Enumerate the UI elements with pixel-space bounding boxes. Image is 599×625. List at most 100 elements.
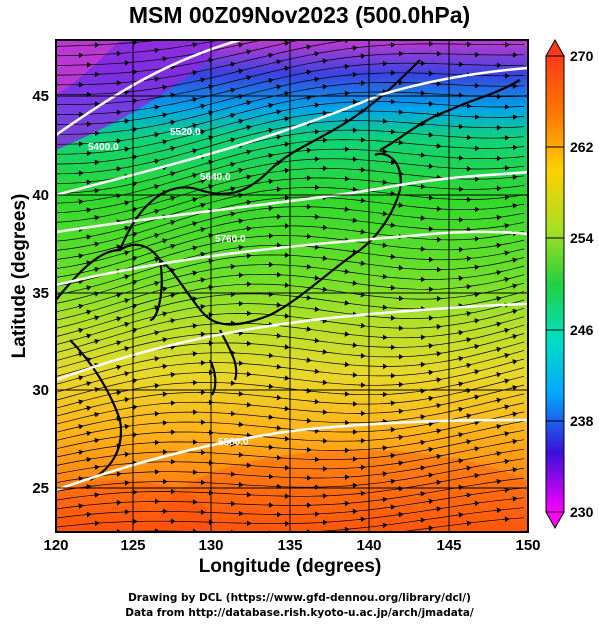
wind-arrow [396,460,404,466]
wind-arrow [266,205,274,211]
wind-arrow [434,506,442,512]
y-tick-label: 25 [32,480,49,497]
wind-arrow [198,251,206,258]
wind-arrow [152,383,160,389]
wind-arrow [76,476,84,482]
wind-arrow [464,337,472,343]
wind-arrow [320,84,328,90]
wind-arrow [114,364,122,371]
wind-arrow [282,167,290,174]
wind-arrow [358,516,366,523]
wind-arrow [350,45,358,51]
wind-arrow [282,375,290,381]
wind-arrow [502,516,510,523]
wind-arrow [510,283,518,289]
x-tick-label: 140 [356,537,381,554]
wind-arrow [114,138,122,144]
wind-arrow [494,507,502,514]
wind-arrow [274,363,282,370]
wind-arrow [84,511,92,518]
wind-arrow [502,431,510,437]
wind-arrow [396,202,404,208]
wind-arrow [456,512,464,518]
wind-arrow [244,75,252,81]
wind-arrow [464,439,472,445]
wind-arrow [502,250,510,256]
wind-arrow [282,40,290,47]
wind-arrow [494,242,502,249]
wind-arrow [190,221,198,227]
colorbar-label: 246 [570,322,594,338]
wind-arrow [198,178,206,184]
wind-arrow [464,492,472,499]
credit-line-2: Data from http://database.rish.kyoto-u.a… [125,607,474,619]
wind-arrow [426,421,434,427]
y-tick-label: 45 [32,88,49,105]
wind-arrow [282,344,290,350]
wind-arrow [152,411,160,417]
wind-arrow [130,327,138,333]
wind-arrow [358,228,366,235]
wind-arrow [274,134,282,140]
y-axis-label: Latitude (degrees) [9,193,30,359]
wind-arrow [160,391,168,397]
wind-arrow [304,326,312,332]
wind-arrow [282,90,290,97]
wind-arrow [304,294,312,301]
wind-arrow [76,303,84,310]
wind-arrow [320,286,328,293]
wind-arrow [152,158,160,164]
wind-arrow [305,21,311,22]
wind-arrow [381,36,387,37]
wind-arrow [456,432,464,438]
wind-arrow [396,265,404,271]
wind-arrow [84,234,92,240]
wind-arrow [84,430,92,437]
wind-arrow [122,146,130,153]
wind-arrow [130,181,138,187]
wind-arrow [244,149,252,155]
wind-arrow [92,241,100,247]
wind-arrow [274,186,282,193]
plot-frame [55,39,529,533]
wind-arrow [472,394,480,400]
wind-arrow [494,397,502,404]
wind-arrow [84,309,92,315]
wind-arrow [244,49,252,55]
wind-arrow [130,404,138,411]
wind-arrow [381,9,387,10]
wind-arrow [244,225,252,232]
wind-arrow [388,159,396,166]
wind-arrow [160,337,168,343]
wind-arrow [472,291,480,298]
wind-arrow [92,411,100,418]
wind-arrow [228,112,236,119]
wind-arrow [510,467,518,473]
wind-arrow [114,109,122,116]
wind-arrow [426,525,434,532]
wind-arrow [84,285,92,291]
wind-arrow [92,520,100,527]
wind-arrow [350,71,358,78]
wind-arrow [464,413,472,419]
wind-arrow [472,472,480,479]
wind-arrow [388,504,396,510]
wind-arrow [426,132,434,138]
wind-arrow [418,388,426,394]
wind-arrow [502,378,510,384]
wind-arrow [388,478,396,485]
wind-arrow [122,274,130,280]
wind-arrow [198,303,206,310]
wind-arrow [350,217,358,224]
wind-arrow [130,206,138,213]
wind-arrow [426,498,434,505]
wind-arrow [236,167,244,174]
wind-arrow [274,394,282,401]
wind-arrow [434,174,442,181]
wind-arrow [426,472,434,479]
wind-arrow [510,203,518,209]
wind-arrow [312,368,320,375]
wind-arrow [456,381,464,387]
wind-arrow [342,526,350,532]
